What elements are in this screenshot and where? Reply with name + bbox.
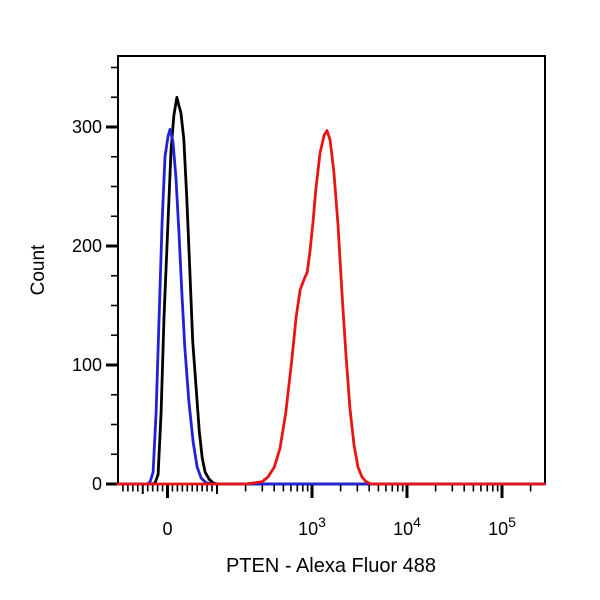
- x-tick-label: 0: [162, 519, 172, 539]
- y-tick-label: 0: [92, 474, 102, 494]
- x-tick-label: 105: [488, 514, 516, 539]
- curve-pten-red: [116, 129, 546, 486]
- y-tick-label: 300: [72, 117, 102, 137]
- x-tick-label: 104: [393, 514, 421, 539]
- y-axis-ticks: [106, 66, 117, 486]
- y-axis-title: Count: [28, 244, 49, 295]
- y-tick-label: 100: [72, 355, 102, 375]
- y-tick-label: 200: [72, 236, 102, 256]
- x-tick-label: 103: [298, 514, 326, 539]
- x-axis-title: PTEN - Alexa Fluor 488: [226, 555, 436, 577]
- curve-control-black: [116, 95, 546, 486]
- axis-tick-labels: 0 100 200 300 0 103 104 105: [72, 117, 516, 539]
- histogram-curves: [116, 95, 546, 486]
- x-axis-ticks: [122, 485, 532, 498]
